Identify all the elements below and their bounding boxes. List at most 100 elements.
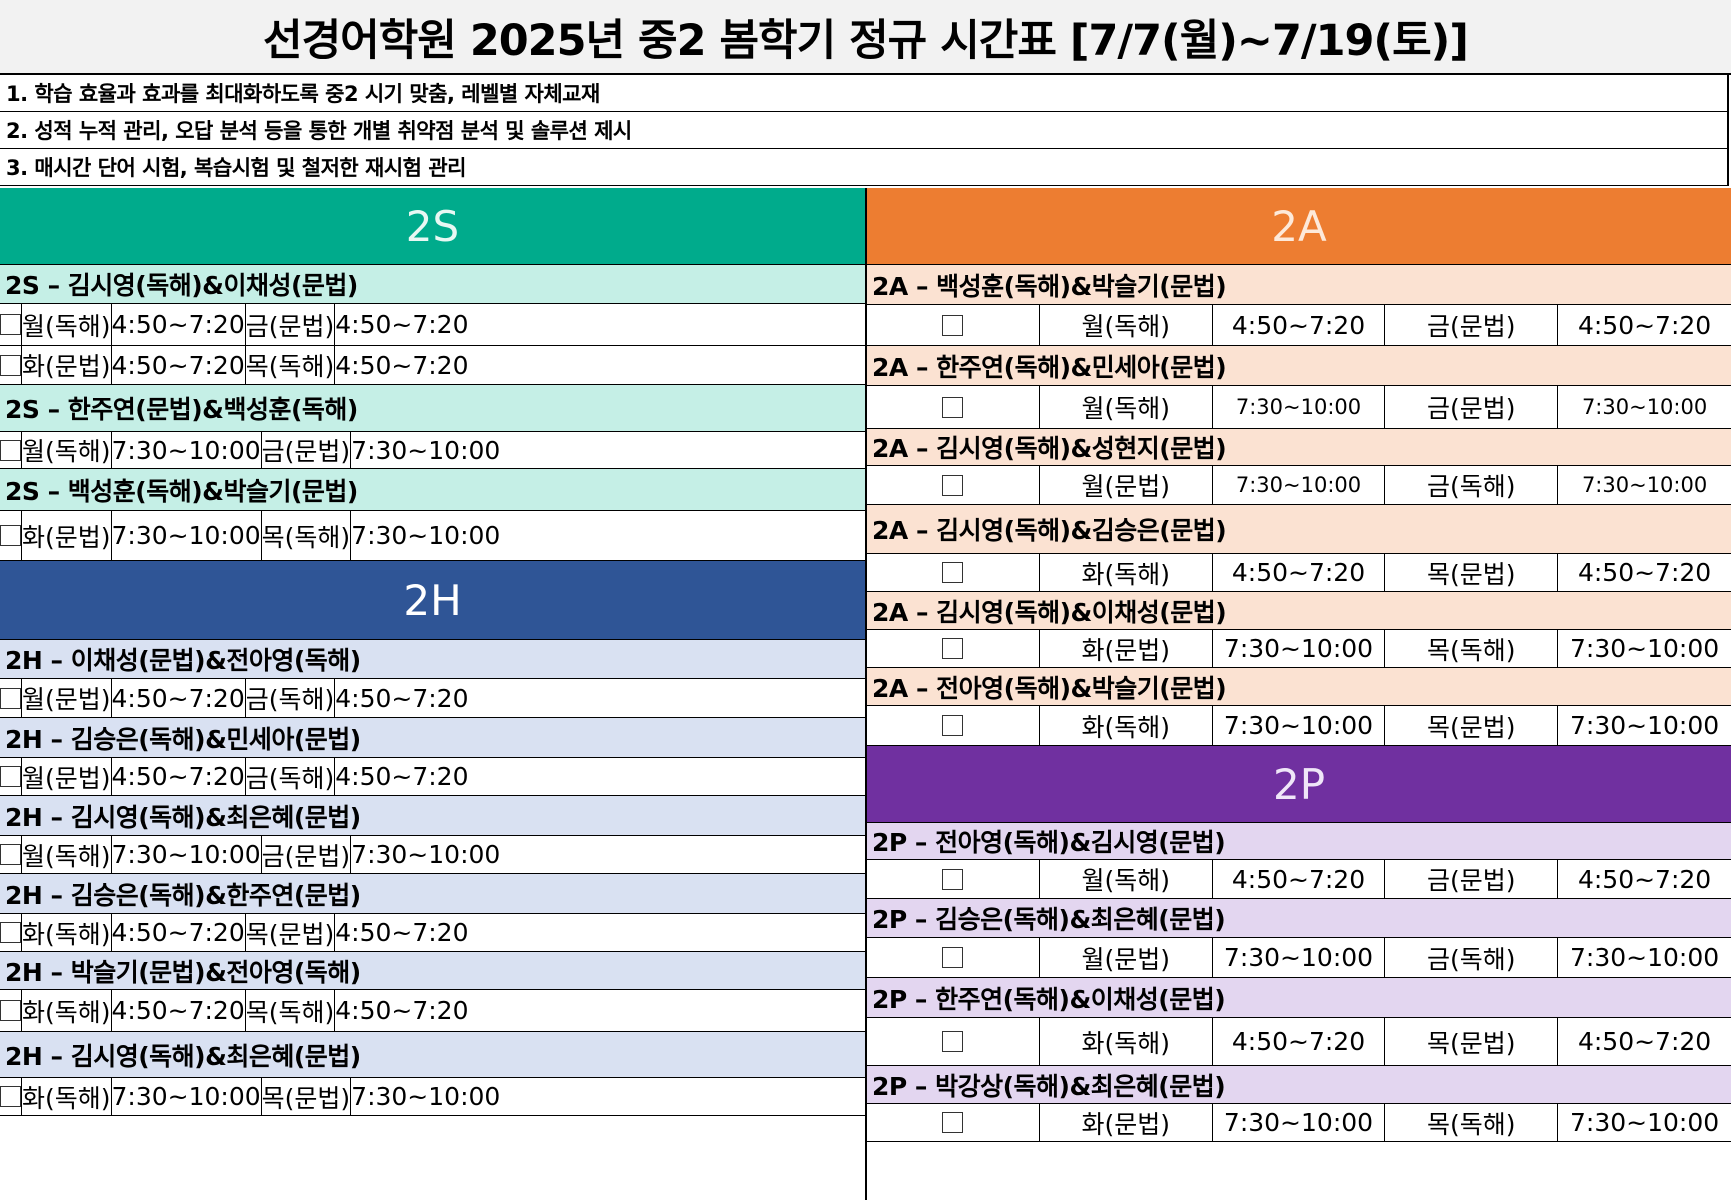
enroll-checkbox[interactable] [867, 706, 1040, 745]
checkbox-box[interactable] [0, 525, 21, 546]
checkbox-box[interactable] [942, 715, 964, 736]
day-cell: 금(문법) [1385, 305, 1559, 345]
schedule-row: 화(문법) 7:30~10:00 목(독해) 7:30~10:00 [867, 1104, 1731, 1142]
day-cell: 화(문법) [22, 346, 112, 384]
checkbox-box[interactable] [0, 687, 21, 709]
enroll-checkbox[interactable] [0, 914, 22, 951]
time-cell: 7:30~10:00 [351, 521, 501, 550]
checkbox-box[interactable] [942, 1031, 964, 1052]
time-cell: 7:30~10:00 [1570, 634, 1720, 663]
left-column: 2S 2S – 김시영(독해)&이채성(문법) 월(독해) 4:50~7:20 … [0, 188, 865, 1116]
time-cell: 4:50~7:20 [1577, 558, 1712, 587]
enroll-checkbox[interactable] [0, 836, 22, 873]
time-cell: 4:50~7:20 [1213, 305, 1386, 345]
day-cell: 목(문법) [262, 1078, 352, 1115]
group-header: 2H – 김시영(독해)&최은혜(문법) [0, 796, 865, 836]
level-band-2p: 2P [867, 746, 1731, 823]
enroll-checkbox[interactable] [0, 511, 22, 560]
schedule-row: 월(문법) 4:50~7:20 금(독해) 4:50~7:20 [0, 679, 865, 718]
group-header: 2H – 김승은(독해)&한주연(문법) [0, 874, 865, 914]
enroll-checkbox[interactable] [867, 305, 1040, 345]
group-header: 2A – 한주연(독해)&민세아(문법) [867, 346, 1731, 386]
day-cell: 금(독해) [1385, 466, 1559, 504]
time-cell: 7:30~10:00 [1570, 1108, 1720, 1137]
day-cell: 목(독해) [246, 346, 336, 384]
checkbox-box[interactable] [942, 474, 964, 496]
day-cell: 금(문법) [246, 304, 336, 345]
checkbox-box[interactable] [942, 947, 964, 968]
day-cell: 화(독해) [22, 990, 112, 1031]
enroll-checkbox[interactable] [0, 758, 22, 795]
group-header: 2P – 박강상(독해)&최은혜(문법) [867, 1066, 1731, 1104]
checkbox-box[interactable] [942, 1112, 964, 1133]
level-band-2h: 2H [0, 561, 865, 640]
checkbox-box[interactable] [0, 922, 21, 943]
time-cell: 7:30~10:00 [1213, 386, 1386, 428]
day-cell: 목(독해) [1385, 630, 1559, 667]
enroll-checkbox[interactable] [0, 990, 22, 1031]
group-header: 2S – 김시영(독해)&이채성(문법) [0, 265, 865, 304]
day-cell: 금(문법) [262, 836, 352, 873]
schedule-row: 월(문법) 7:30~10:00 금(독해) 7:30~10:00 [867, 938, 1731, 978]
checkbox-box[interactable] [942, 868, 964, 890]
enroll-checkbox[interactable] [0, 346, 22, 384]
group-header: 2H – 김시영(독해)&최은혜(문법) [0, 1032, 865, 1078]
time-cell: 4:50~7:20 [1577, 310, 1712, 340]
day-cell: 목(문법) [1385, 554, 1559, 591]
checkbox-box[interactable] [0, 766, 21, 787]
schedule-row: 화(문법) 7:30~10:00 목(독해) 7:30~10:00 [867, 630, 1731, 668]
checkbox-box[interactable] [0, 354, 21, 376]
time-cell: 7:30~10:00 [351, 840, 501, 869]
time-cell: 7:30~10:00 [351, 1082, 501, 1111]
checkbox-box[interactable] [0, 1086, 21, 1107]
day-cell: 금(문법) [1385, 386, 1559, 428]
checkbox-box[interactable] [0, 314, 21, 335]
schedule-row: 월(독해) 4:50~7:20 금(문법) 4:50~7:20 [867, 305, 1731, 346]
group-header: 2A – 전아영(독해)&박슬기(문법) [867, 668, 1731, 706]
checkbox-box[interactable] [942, 314, 964, 336]
enroll-checkbox[interactable] [867, 938, 1040, 977]
checkbox-box[interactable] [0, 844, 21, 865]
enroll-checkbox[interactable] [0, 432, 22, 468]
day-cell: 화(문법) [1040, 1104, 1213, 1141]
checkbox-box[interactable] [942, 396, 964, 418]
time-cell: 4:50~7:20 [112, 304, 246, 345]
day-cell: 금(독해) [1385, 938, 1559, 977]
enroll-checkbox[interactable] [867, 554, 1040, 591]
checkbox-box[interactable] [0, 1000, 21, 1021]
group-header: 2P – 한주연(독해)&이채성(문법) [867, 978, 1731, 1018]
time-cell: 4:50~7:20 [335, 996, 469, 1025]
day-cell: 목(문법) [1385, 706, 1559, 745]
checkbox-box[interactable] [0, 439, 21, 461]
enroll-checkbox[interactable] [867, 860, 1040, 898]
enroll-checkbox[interactable] [0, 1078, 22, 1115]
time-cell: 4:50~7:20 [335, 762, 469, 791]
enroll-checkbox[interactable] [867, 1018, 1040, 1065]
time-cell: 4:50~7:20 [1213, 860, 1386, 898]
enroll-checkbox[interactable] [867, 630, 1040, 667]
schedule-row: 월(독해) 7:30~10:00 금(문법) 7:30~10:00 [0, 432, 865, 469]
time-cell: 7:30~10:00 [112, 836, 262, 873]
day-cell: 월(독해) [1040, 386, 1213, 428]
group-header: 2P – 전아영(독해)&김시영(문법) [867, 823, 1731, 860]
day-cell: 월(문법) [1040, 466, 1213, 504]
checkbox-box[interactable] [942, 638, 964, 659]
day-cell: 월(문법) [1040, 938, 1213, 977]
time-cell: 4:50~7:20 [1213, 554, 1386, 591]
enroll-checkbox[interactable] [0, 679, 22, 717]
day-cell: 월(문법) [22, 679, 112, 717]
note-2: 2. 성적 누적 관리, 오답 분석 등을 통한 개별 취약점 분석 및 솔루션… [0, 112, 1729, 149]
time-cell: 4:50~7:20 [335, 683, 469, 713]
time-cell: 7:30~10:00 [1213, 706, 1386, 745]
checkbox-box[interactable] [942, 562, 964, 583]
enroll-checkbox[interactable] [867, 386, 1040, 428]
time-cell: 7:30~10:00 [1581, 473, 1708, 497]
enroll-checkbox[interactable] [867, 466, 1040, 504]
enroll-checkbox[interactable] [0, 304, 22, 345]
day-cell: 월(독해) [22, 836, 112, 873]
group-header: 2H – 박슬기(문법)&전아영(독해) [0, 952, 865, 990]
enroll-checkbox[interactable] [867, 1104, 1040, 1141]
schedule-row: 월(독해) 4:50~7:20 금(문법) 4:50~7:20 [0, 304, 865, 346]
schedule-row: 화(문법) 4:50~7:20 목(독해) 4:50~7:20 [0, 346, 865, 385]
time-cell: 7:30~10:00 [1570, 711, 1720, 740]
